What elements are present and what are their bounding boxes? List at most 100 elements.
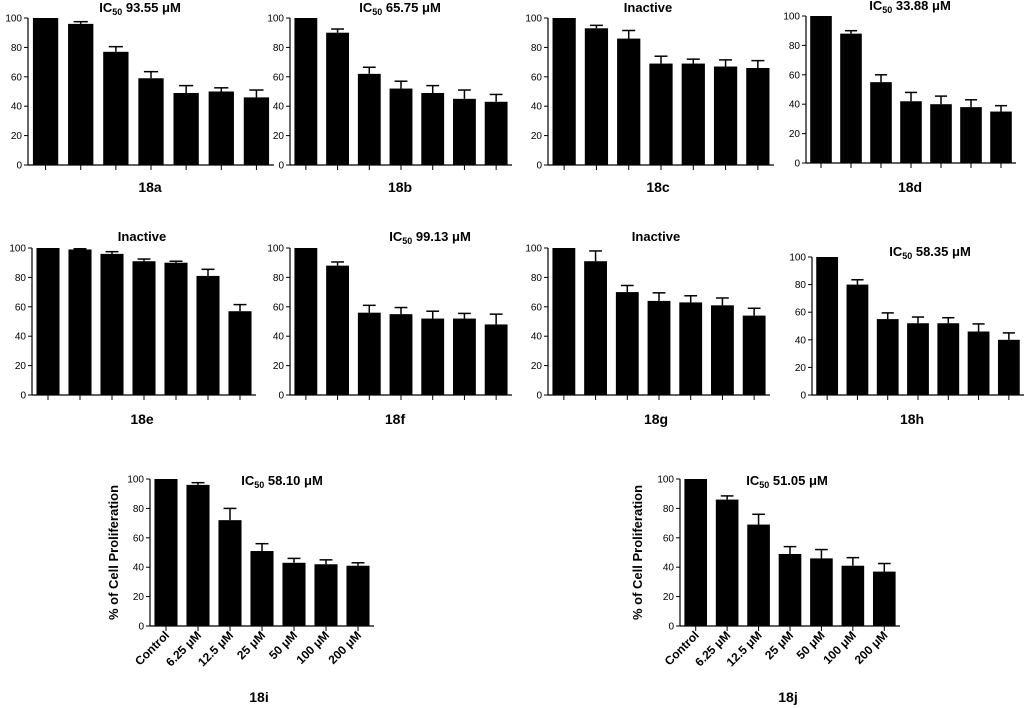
y-tick-label: 0	[800, 391, 806, 402]
bar-18j-0	[684, 479, 708, 626]
y-tick-label: 0	[16, 161, 22, 172]
bar-18a-6	[243, 97, 270, 165]
bar-18h-6	[997, 339, 1020, 395]
y-tick-label: 60	[531, 302, 543, 313]
title-main: IC	[869, 0, 883, 13]
panel-title: Inactive	[632, 229, 680, 244]
bar-18b-4	[421, 92, 445, 165]
panel-title: IC50 58.10 μM	[241, 473, 323, 490]
bar-18j-4	[810, 558, 833, 626]
y-tick-label: 80	[273, 273, 285, 284]
bar-18d-1	[840, 33, 862, 163]
chart-panel-18c: 0 20 40 60 80 100 Inactive 18c	[525, 0, 774, 195]
chart-panel-18h: 0 20 40 60 80 100 IC50 58.35 μM 18h	[789, 244, 1024, 427]
bar-18g-5	[711, 305, 734, 395]
y-tick-label: 100	[783, 12, 800, 23]
bar-18j-3	[778, 553, 802, 626]
y-tick-label: 20	[11, 131, 23, 142]
panel-label: 18b	[388, 179, 412, 195]
bar-18h-3	[907, 323, 929, 395]
y-tick-label: 40	[273, 102, 285, 113]
title-subscript: 50	[112, 7, 122, 17]
title-rest: 33.88 μM	[892, 0, 951, 13]
y-tick-label: 0	[536, 161, 542, 172]
panel-label: 18j	[778, 689, 797, 705]
bar-18c-4	[681, 63, 705, 165]
y-tick-label: 100	[127, 475, 144, 486]
panel-label: 18e	[130, 411, 154, 427]
y-tick-label: 100	[789, 253, 806, 264]
y-tick-label: 0	[138, 622, 144, 633]
bar-18d-6	[990, 111, 1012, 163]
bar-18g-6	[742, 315, 766, 395]
panel-title: Inactive	[624, 0, 672, 15]
bar-18h-5	[967, 331, 990, 395]
bar-18b-5	[453, 98, 476, 165]
bar-18c-3	[649, 63, 673, 165]
bar-18c-5	[713, 66, 738, 165]
title-main: Inactive	[624, 0, 672, 15]
panel-title: IC50 93.55 μM	[99, 0, 181, 17]
title-subscript: 50	[402, 236, 412, 246]
bar-18i-4	[282, 562, 306, 626]
bar-18a-2	[103, 51, 129, 166]
bar-18f-2	[357, 312, 381, 395]
y-tick-label: 20	[273, 131, 285, 142]
bar-18g-2	[615, 292, 639, 395]
y-tick-label: 60	[789, 70, 801, 81]
y-tick-label: 40	[663, 563, 675, 574]
y-tick-label: 40	[133, 563, 145, 574]
y-tick-label: 0	[668, 622, 674, 633]
y-tick-label: 20	[663, 592, 675, 603]
bar-18i-1	[186, 484, 210, 626]
y-tick-label: 0	[20, 391, 26, 402]
title-main: Inactive	[118, 229, 166, 244]
y-tick-label: 100	[525, 14, 542, 25]
bar-18h-4	[937, 323, 960, 395]
title-rest: 93.55 μM	[122, 0, 181, 15]
bar-18j-2	[747, 524, 770, 626]
panel-label: 18h	[900, 411, 924, 427]
bar-18e-1	[68, 249, 92, 395]
y-tick-label: 60	[133, 533, 145, 544]
title-rest: 99.13 μM	[412, 229, 471, 244]
bar-18h-1	[846, 284, 869, 395]
panel-label: 18g	[644, 411, 668, 427]
bar-18b-6	[484, 101, 508, 165]
bar-18f-0	[294, 248, 318, 395]
chart-panel-18e: 0 20 40 60 80 100 Inactive 18e	[9, 229, 256, 427]
y-tick-label: 80	[663, 504, 675, 515]
y-tick-label: 60	[531, 72, 543, 83]
y-tick-label: 80	[133, 504, 145, 515]
title-main: IC	[241, 473, 255, 488]
title-subscript: 50	[372, 7, 382, 17]
bar-18g-0	[552, 248, 576, 395]
panel-label: 18i	[249, 689, 268, 705]
title-main: Inactive	[632, 229, 680, 244]
bar-18i-3	[250, 551, 274, 626]
bar-18f-5	[453, 318, 476, 395]
bar-18h-0	[816, 257, 839, 395]
bar-18a-5	[208, 91, 234, 165]
y-tick-label: 60	[11, 72, 23, 83]
bar-18a-0	[32, 18, 59, 165]
y-tick-label: 80	[531, 43, 543, 54]
y-tick-label: 60	[15, 302, 27, 313]
x-category-label: 12.5 μM	[724, 628, 765, 669]
bar-18b-1	[326, 32, 349, 166]
x-category-label: 200 μM	[325, 628, 364, 667]
title-rest: 58.10 μM	[264, 473, 323, 488]
panel-title: IC50 51.05 μM	[746, 473, 828, 490]
y-tick-label: 80	[15, 273, 27, 284]
x-category-label: 100 μM	[293, 628, 332, 667]
bar-18d-4	[930, 104, 952, 163]
y-tick-label: 20	[531, 361, 543, 372]
bar-18j-6	[872, 571, 896, 626]
title-main: IC	[99, 0, 113, 15]
chart-panel-18f: 0 20 40 60 80 100 IC50 99.13 μM 18f	[267, 229, 512, 427]
bar-18e-4	[164, 262, 188, 395]
bar-18c-6	[746, 67, 770, 165]
y-tick-label: 20	[531, 131, 543, 142]
